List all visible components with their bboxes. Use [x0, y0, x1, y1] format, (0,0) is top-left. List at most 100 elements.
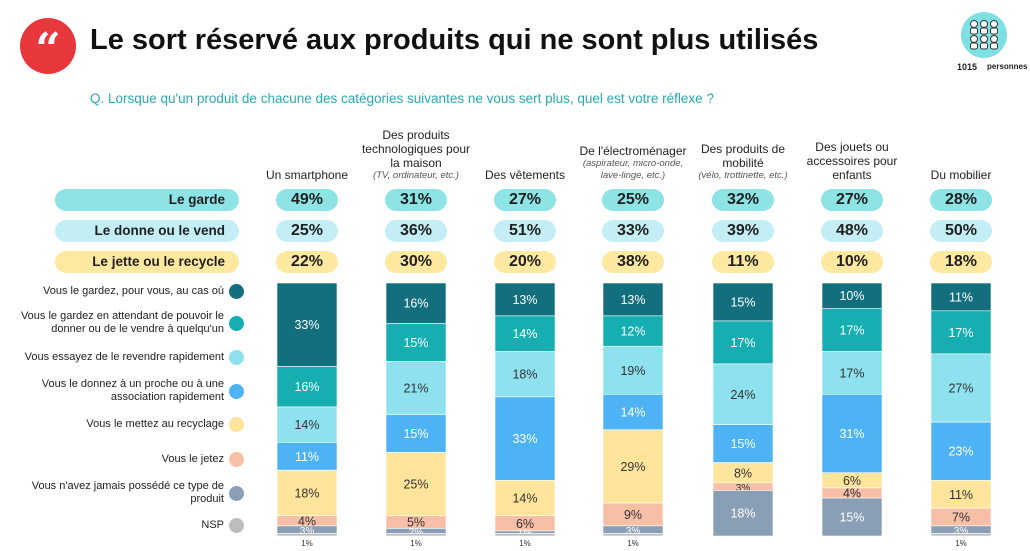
legend-marker: [229, 486, 244, 501]
legend-marker: [229, 417, 244, 432]
bar-value-label: 7%: [952, 511, 970, 525]
bar-value-label: 11%: [949, 290, 973, 304]
bar-value-label: 18%: [294, 486, 319, 500]
bar-value-label: 13%: [620, 293, 645, 307]
bar-value-label: 17%: [730, 336, 755, 350]
bar-value-label: 23%: [948, 445, 973, 459]
column-header-label: Des produits de mobilité: [700, 142, 786, 170]
bar-value-label: 12%: [620, 325, 645, 339]
column-header-label: Un smartphone: [265, 168, 349, 182]
summary-value-pill: 36%: [385, 220, 447, 242]
bar-segment: [494, 533, 556, 537]
bar-value-label: 16%: [403, 297, 428, 311]
bar-value-label: 11%: [949, 488, 973, 502]
bar-value-label: 18%: [512, 368, 537, 382]
summary-row-label: Le jette ou le recycle: [55, 251, 239, 273]
column-header: Un smartphone: [252, 168, 362, 182]
quote-icon: “: [20, 18, 76, 75]
summary-value-pill: 11%: [712, 251, 774, 273]
bar-value-label: 16%: [294, 380, 319, 394]
summary-value-pill: 48%: [821, 220, 883, 242]
column-header-sub: (aspirateur, micro-onde, lave-linge, etc…: [582, 158, 684, 181]
bar-value-label: 5%: [407, 516, 425, 530]
bar-value-label: 33%: [512, 432, 537, 446]
summary-value-pill: 22%: [276, 251, 338, 273]
legend-label: Vous le jetez: [161, 452, 224, 465]
bar-value-label: 14%: [512, 327, 537, 341]
bar-segment: [276, 533, 338, 537]
bar-segment: [494, 396, 556, 481]
bar-segment: [712, 490, 774, 537]
legend-label: Vous le gardez, pour vous, au cas où: [42, 284, 224, 297]
summary-value-pill: 50%: [930, 220, 992, 242]
bar-value-label: 3%: [736, 483, 751, 494]
bar-segment: [276, 282, 338, 367]
summary-value-pill: 25%: [276, 220, 338, 242]
bar-segment: [930, 421, 992, 481]
summary-row-label: Le garde: [55, 189, 239, 211]
bar-segment: [494, 315, 556, 352]
bar-segment: [712, 424, 774, 463]
bar-segment: [494, 351, 556, 398]
bar-value-label: 1%: [955, 539, 967, 548]
bar-value-label: 15%: [730, 437, 755, 451]
bar-value-label: 15%: [403, 336, 428, 350]
bar-segment: [821, 497, 883, 537]
bar-value-label: 14%: [620, 406, 645, 420]
summary-value-pill: 49%: [276, 189, 338, 211]
bar-value-label: 19%: [620, 364, 645, 378]
legend-marker: [229, 518, 244, 533]
summary-value-pill: 51%: [494, 220, 556, 242]
bar-value-label: 10%: [839, 289, 864, 303]
bar-segment: [930, 533, 992, 537]
bar-value-label: 29%: [620, 460, 645, 474]
summary-value-pill: 30%: [385, 251, 447, 273]
summary-value-pill: 38%: [602, 251, 664, 273]
legend-label: Vous n'avez jamais possédé ce type de pr…: [31, 480, 224, 505]
bar-value-label: 24%: [730, 388, 755, 402]
summary-value-pill: 18%: [930, 251, 992, 273]
bar-value-label: 21%: [403, 381, 428, 395]
bar-segment: [712, 320, 774, 365]
legend-marker: [229, 316, 244, 331]
column-header-label: De l'électroménager: [579, 144, 687, 158]
column-header-label: Des produits technologiques pour la mais…: [361, 128, 471, 170]
respondents-count: 1015: [955, 62, 980, 72]
summary-value-pill: 39%: [712, 220, 774, 242]
bar-value-label: 33%: [294, 318, 319, 332]
summary-value-pill: 28%: [930, 189, 992, 211]
bar-value-label: 18%: [730, 507, 755, 521]
bar-segment: [385, 452, 447, 517]
bar-value-label: 2%: [409, 527, 424, 538]
legend-label: Vous le mettez au recyclage: [86, 417, 224, 430]
legend-label: NSP: [201, 518, 224, 531]
bar-value-label: 9%: [624, 508, 642, 522]
column-header: Des produits technologiques pour la mais…: [361, 128, 471, 182]
column-header: Des vêtements: [470, 168, 580, 182]
respondents-label: personnes: [987, 62, 1028, 71]
legend-label: Vous essayez de le revendre rapidement: [24, 350, 224, 363]
bar-segment: [602, 282, 664, 317]
bar-value-label: 31%: [839, 427, 864, 441]
bar-value-label: 1%: [301, 539, 313, 548]
legend-marker: [229, 384, 244, 399]
bar-value-label: 6%: [843, 474, 861, 488]
bar-value-label: 3%: [300, 526, 315, 537]
bar-segment: [276, 366, 338, 408]
bar-segment: [494, 480, 556, 517]
bar-segment: [930, 353, 992, 423]
bar-value-label: 17%: [839, 366, 864, 380]
bar-segment: [602, 394, 664, 431]
bar-value-label: 4%: [298, 514, 316, 528]
column-header: Du mobilier: [906, 168, 1016, 182]
column-header-label: Des jouets ou accessoires pour enfants: [806, 140, 898, 182]
bar-value-label: 13%: [512, 293, 537, 307]
column-header-label: Des vêtements: [484, 168, 566, 182]
bar-segment: [821, 282, 883, 309]
column-header-label: Du mobilier: [930, 168, 992, 182]
bar-value-label: 14%: [512, 492, 537, 506]
summary-row-label: Le donne ou le vend: [55, 220, 239, 242]
bar-value-label: 25%: [403, 478, 428, 492]
page-title: Le sort réservé aux produits qui ne sont…: [90, 24, 819, 56]
